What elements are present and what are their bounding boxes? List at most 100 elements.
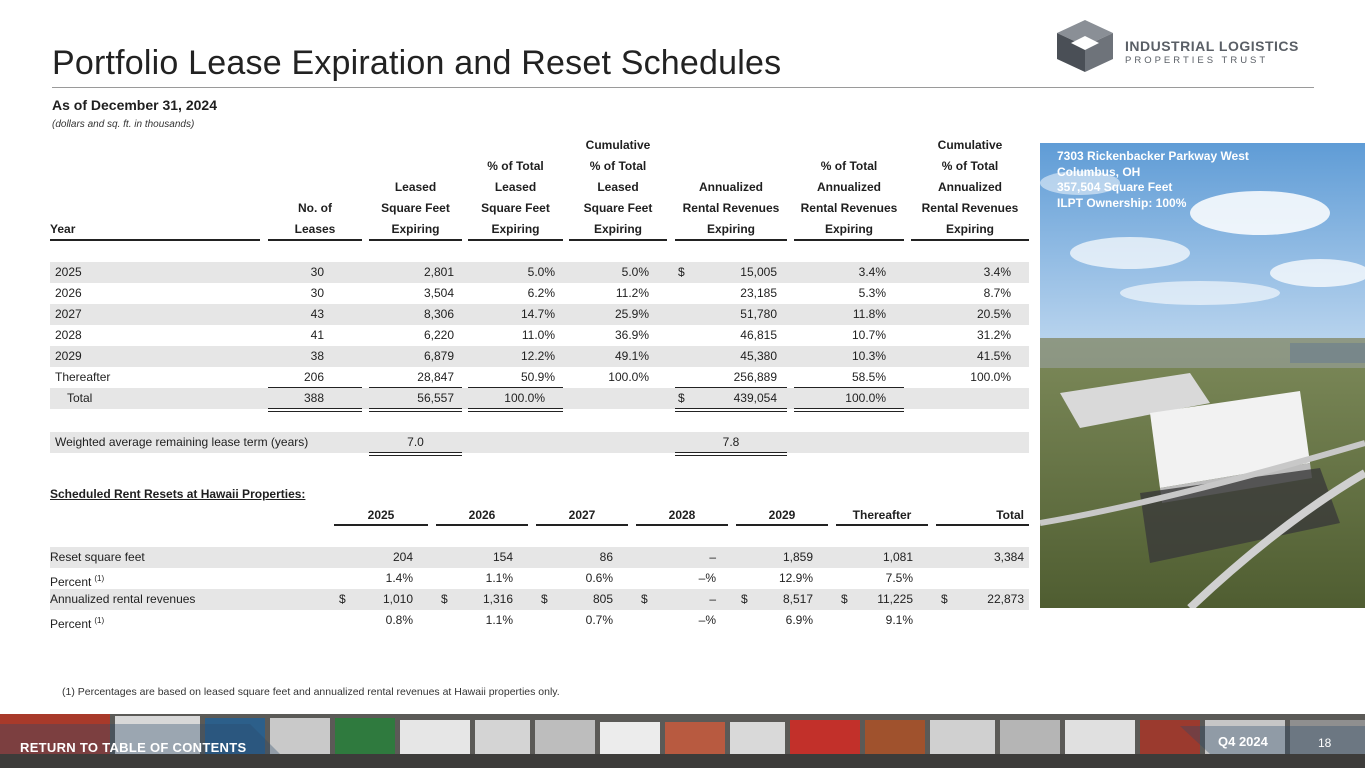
row-label-text: Percent bbox=[50, 617, 92, 631]
company-logo: INDUSTRIAL LOGISTICS PROPERTIES TRUST bbox=[1055, 20, 1315, 72]
wa-rev-term: 7.8 bbox=[722, 435, 740, 449]
header-pct-sqft-l1: % of Total bbox=[487, 159, 544, 173]
total-double-rule bbox=[675, 408, 787, 409]
resets-header: 2027 bbox=[568, 508, 596, 522]
total-label: Total bbox=[67, 391, 93, 405]
dollar-sign: $ bbox=[741, 592, 748, 606]
header-cum-rev-l5: Expiring bbox=[945, 222, 994, 236]
wa-double-rule bbox=[675, 452, 787, 453]
subtotal-rule bbox=[369, 387, 462, 388]
cell-pct-sqft: 5.0% bbox=[527, 265, 555, 279]
resets-header-rule bbox=[936, 524, 1029, 526]
cell-cum-sqft: 11.2% bbox=[615, 286, 649, 300]
trucks-banner-image bbox=[0, 714, 1365, 768]
resets-header: 2028 bbox=[668, 508, 696, 522]
header-cum-rev-l3: Annualized bbox=[937, 180, 1002, 194]
cell-pct-rev: 10.3% bbox=[851, 349, 886, 363]
table-row-shade bbox=[50, 589, 1029, 610]
resets-header-rule bbox=[436, 524, 528, 526]
cell-leases: 38 bbox=[310, 349, 324, 363]
row-label-text: Annualized rental revenues bbox=[50, 592, 196, 606]
header-sqft-l3: Expiring bbox=[391, 222, 440, 236]
resets-cell: –% bbox=[698, 571, 716, 585]
cell-year: 2028 bbox=[55, 328, 82, 342]
cell-leases: 41 bbox=[310, 328, 324, 342]
resets-row-label: Annualized rental revenues bbox=[50, 589, 195, 610]
header-pct-rev-l1: % of Total bbox=[820, 159, 878, 173]
table-row-shade bbox=[50, 388, 1029, 409]
resets-header: Total bbox=[996, 508, 1024, 522]
caption-size: 357,504 Square Feet bbox=[1057, 180, 1173, 194]
wa-double-rule bbox=[369, 452, 462, 453]
total-double-rule bbox=[369, 408, 462, 409]
page-title: Portfolio Lease Expiration and Reset Sch… bbox=[52, 44, 782, 82]
as-of-date: As of December 31, 2024 bbox=[52, 97, 217, 113]
header-cum-sqft-l3: Leased bbox=[597, 180, 639, 194]
header-rule bbox=[911, 239, 1029, 241]
property-photo bbox=[1040, 143, 1365, 608]
header-cum-rev-l2: % of Total bbox=[941, 159, 999, 173]
cell-sqft: 2,801 bbox=[423, 265, 454, 279]
row-label-text: Reset square feet bbox=[50, 550, 145, 564]
header-pct-sqft-l3: Square Feet bbox=[481, 201, 550, 215]
resets-cell: 7.5% bbox=[885, 571, 913, 585]
cell-cum-sqft: 5.0% bbox=[621, 265, 649, 279]
header-leases-l2: Leases bbox=[294, 222, 336, 236]
cell-year: 2025 bbox=[55, 265, 82, 279]
cell-rev: 15,005 bbox=[740, 265, 777, 279]
resets-row-label: Percent (1) bbox=[50, 610, 104, 635]
caption-address: 7303 Rickenbacker Parkway West bbox=[1057, 149, 1249, 163]
cell-leases: 206 bbox=[303, 370, 324, 384]
dollar-sign: $ bbox=[678, 391, 685, 405]
resets-header-rule bbox=[636, 524, 728, 526]
caption-city: Columbus, OH bbox=[1057, 164, 1141, 179]
resets-cell: 1.1% bbox=[485, 571, 513, 585]
header-leases-l1: No. of bbox=[298, 201, 332, 215]
footer-banner bbox=[0, 714, 1365, 768]
wa-double-rule bbox=[675, 455, 787, 456]
cell-sqft: 6,879 bbox=[423, 349, 454, 363]
subtotal-rule bbox=[794, 387, 904, 388]
resets-header: 2026 bbox=[468, 508, 496, 522]
resets-cell: – bbox=[709, 550, 716, 564]
resets-cell: 1.1% bbox=[485, 613, 513, 627]
cell-pct-sqft: 50.9% bbox=[520, 370, 555, 384]
header-pct-sqft-l4: Expiring bbox=[491, 222, 540, 236]
logo-subtitle: PROPERTIES TRUST bbox=[1125, 55, 1269, 66]
table-row-shade bbox=[50, 346, 1029, 367]
return-to-toc-link[interactable]: RETURN TO TABLE OF CONTENTS bbox=[20, 740, 247, 755]
cell-cum-rev: 100.0% bbox=[970, 370, 1011, 384]
total-double-rule bbox=[675, 411, 787, 412]
cell-cum-rev: 31.2% bbox=[976, 328, 1011, 342]
cell-rev: 256,889 bbox=[733, 370, 777, 384]
total-double-rule bbox=[468, 411, 563, 412]
cell-rev: 45,380 bbox=[740, 349, 777, 363]
header-cum-sqft-l4: Square Feet bbox=[583, 201, 653, 215]
header-rule bbox=[794, 239, 904, 241]
total-double-rule bbox=[369, 411, 462, 412]
table-row-shade bbox=[50, 547, 1029, 568]
resets-cell: 0.6% bbox=[585, 571, 613, 585]
units-note: (dollars and sq. ft. in thousands) bbox=[52, 119, 195, 130]
dollar-sign: $ bbox=[941, 592, 948, 606]
resets-row-label: Percent (1) bbox=[50, 568, 104, 593]
total-double-rule bbox=[268, 408, 362, 409]
header-sqft-l1: Leased bbox=[394, 180, 437, 194]
total-sqft: 56,557 bbox=[417, 391, 454, 405]
footnote-marker: (1) bbox=[94, 616, 105, 625]
resets-header: 2029 bbox=[768, 508, 796, 522]
cell-cum-rev: 3.4% bbox=[983, 265, 1011, 279]
total-rev: 439,054 bbox=[733, 391, 777, 405]
dollar-sign: $ bbox=[678, 265, 685, 279]
header-pct-sqft-l2: Leased bbox=[494, 180, 537, 194]
cell-leases: 43 bbox=[310, 307, 324, 321]
resets-header-rule bbox=[334, 524, 428, 526]
header-pct-rev-l3: Rental Revenues bbox=[800, 201, 898, 215]
wa-sqft-term: 7.0 bbox=[407, 435, 424, 449]
resets-cell: 86 bbox=[599, 550, 613, 564]
footnote-marker: (1) bbox=[94, 574, 105, 583]
cell-leases: 30 bbox=[310, 286, 324, 300]
total-pct-rev: 100.0% bbox=[845, 391, 886, 405]
page-number: 18 bbox=[1318, 736, 1332, 750]
aerial-warehouse-image bbox=[1040, 143, 1365, 608]
